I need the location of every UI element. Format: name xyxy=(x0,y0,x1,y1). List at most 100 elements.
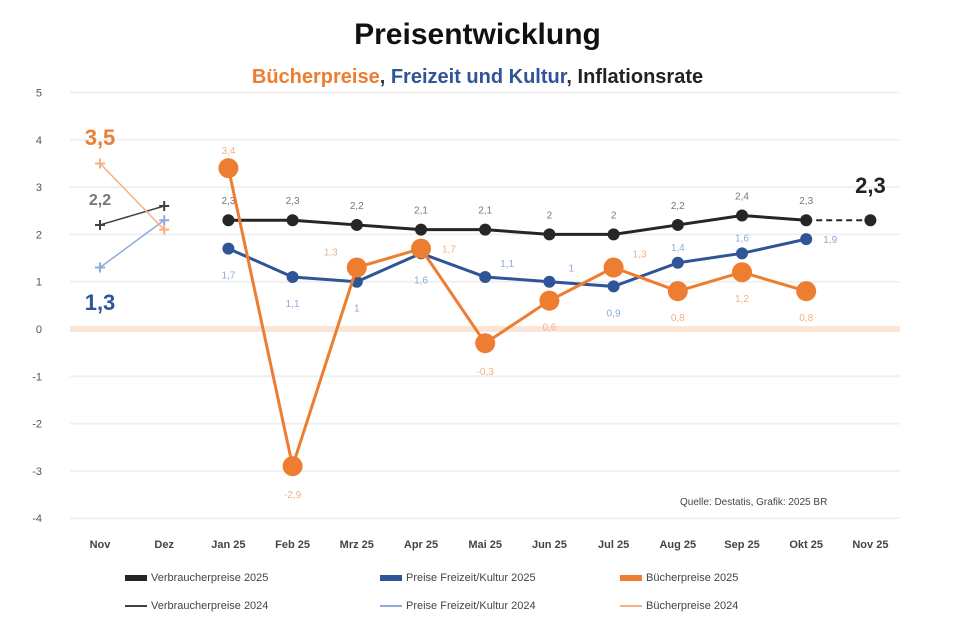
legend-item: Preise Freizeit/Kultur 2024 xyxy=(380,600,536,612)
x-tick-label: Jul 25 xyxy=(598,539,629,551)
y-tick-label: -3 xyxy=(32,466,42,478)
data-point xyxy=(539,290,560,311)
data-point xyxy=(671,218,684,231)
legend-label: Preise Freizeit/Kultur 2025 xyxy=(406,572,536,584)
y-tick-label: 4 xyxy=(36,135,42,147)
series-line xyxy=(99,162,165,231)
legend-item: Bücherpreise 2024 xyxy=(620,600,738,612)
legend-marker-icon xyxy=(380,575,402,581)
data-point xyxy=(475,333,496,354)
data-point xyxy=(286,270,299,283)
legend-label: Verbraucherpreise 2025 xyxy=(151,572,269,584)
data-label: 2 xyxy=(611,210,617,221)
y-tick-label: -1 xyxy=(32,371,42,383)
data-point xyxy=(95,262,105,273)
data-point xyxy=(543,275,556,288)
data-point xyxy=(282,456,303,477)
data-point xyxy=(346,257,367,278)
data-label: 2,2 xyxy=(350,201,364,212)
data-label: 2,3 xyxy=(799,196,813,207)
data-label: 1,9 xyxy=(823,235,837,246)
chart-subtitle: Bücherpreise, Freizeit und Kultur, Infla… xyxy=(0,66,955,89)
highlight-label: 2,3 xyxy=(855,173,886,198)
data-point xyxy=(864,214,877,227)
data-label: 3,4 xyxy=(221,146,235,157)
data-label: 2,2 xyxy=(671,201,685,212)
data-point xyxy=(603,257,624,278)
data-label: 0,9 xyxy=(607,308,621,319)
data-label: 1,3 xyxy=(633,250,647,261)
data-point xyxy=(667,281,688,302)
x-tick-label: Mai 25 xyxy=(468,539,502,551)
data-label: 0,8 xyxy=(671,313,685,324)
series-line xyxy=(227,237,807,288)
data-label: 1,2 xyxy=(735,294,749,305)
subtitle-part: , xyxy=(566,66,578,88)
source-note: Quelle: Destatis, Grafik: 2025 BR xyxy=(680,497,828,508)
legend-item: Preise Freizeit/Kultur 2025 xyxy=(380,572,536,584)
legend-item: Verbraucherpreise 2025 xyxy=(125,572,268,584)
y-tick-label: -2 xyxy=(32,419,42,431)
data-label: -0,3 xyxy=(477,367,495,378)
y-tick-label: 2 xyxy=(36,229,42,241)
y-tick-label: -4 xyxy=(32,513,42,525)
data-label: 0,6 xyxy=(542,323,556,334)
data-point xyxy=(159,215,170,226)
data-point xyxy=(350,218,363,231)
chart-title: Preisentwicklung xyxy=(354,18,601,51)
x-tick-label: Jan 25 xyxy=(211,539,245,551)
data-label: 1 xyxy=(354,304,360,315)
x-tick-label: Mrz 25 xyxy=(340,539,374,551)
data-point xyxy=(218,158,239,179)
data-point xyxy=(736,209,748,222)
data-point xyxy=(800,233,813,246)
data-point xyxy=(732,262,752,283)
data-point xyxy=(159,201,170,212)
x-tick-label: Sep 25 xyxy=(724,539,759,551)
data-label: 2,3 xyxy=(221,196,235,207)
x-tick-label: Nov 25 xyxy=(852,539,888,551)
data-point xyxy=(411,238,431,259)
data-label: 1,6 xyxy=(414,275,428,286)
y-tick-label: 0 xyxy=(36,324,42,336)
legend-item: Bücherpreise 2025 xyxy=(620,572,738,584)
subtitle-part: , xyxy=(379,66,391,88)
data-point xyxy=(800,214,813,227)
data-point xyxy=(607,228,620,241)
data-label: 1,3 xyxy=(324,248,338,259)
data-label: 1,1 xyxy=(286,299,300,310)
x-tick-label: Jun 25 xyxy=(532,539,567,551)
data-point xyxy=(95,158,105,169)
legend-label: Bücherpreise 2024 xyxy=(646,600,739,612)
data-point xyxy=(543,228,556,241)
data-point xyxy=(736,247,748,260)
data-point xyxy=(95,219,105,230)
series-line xyxy=(99,219,165,269)
data-point xyxy=(159,224,170,235)
x-tick-label: Okt 25 xyxy=(789,539,823,551)
legend-label: Bücherpreise 2025 xyxy=(646,572,739,584)
x-tick-label: Apr 25 xyxy=(404,539,438,551)
data-label: -2,9 xyxy=(284,490,302,501)
data-point xyxy=(222,242,235,255)
data-point xyxy=(479,270,492,283)
x-tick-label: Nov xyxy=(90,539,112,551)
x-tick-label: Feb 25 xyxy=(275,539,310,551)
x-tick-label: Aug 25 xyxy=(659,539,696,551)
data-label: 1,7 xyxy=(221,271,235,282)
data-point xyxy=(607,280,620,293)
legend-label: Preise Freizeit/Kultur 2024 xyxy=(406,600,536,612)
data-label: 2,1 xyxy=(478,206,492,217)
data-label: 0,8 xyxy=(799,313,813,324)
data-label: 2 xyxy=(547,210,553,221)
data-point xyxy=(479,223,492,236)
data-point xyxy=(286,214,299,227)
y-tick-label: 5 xyxy=(36,88,42,100)
subtitle-part: Inflationsrate xyxy=(577,66,704,88)
data-label: 2,1 xyxy=(414,206,428,217)
data-label: 1,7 xyxy=(442,245,456,256)
highlight-label: 3,5 xyxy=(85,125,116,150)
legend-marker-icon xyxy=(380,605,402,607)
y-tick-label: 1 xyxy=(36,277,42,289)
